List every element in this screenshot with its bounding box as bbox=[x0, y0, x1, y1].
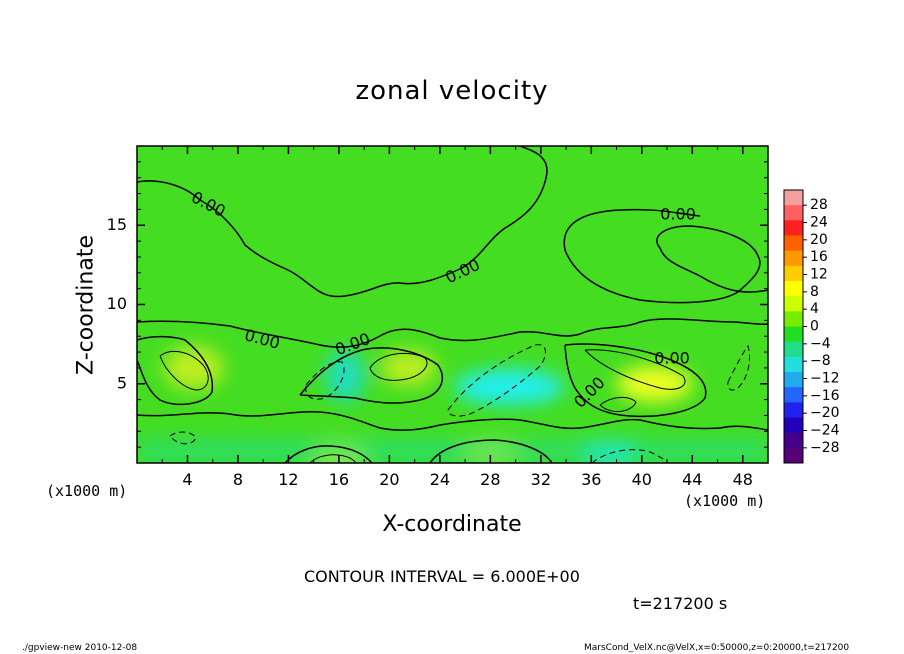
pos-contour-1 bbox=[159, 350, 209, 391]
neg-contour-1 bbox=[447, 344, 546, 417]
field-feature bbox=[454, 368, 565, 405]
contour-zero-right-lobe bbox=[563, 208, 768, 304]
contour-zero-mid bbox=[137, 318, 768, 348]
contour-zero-valley-left bbox=[137, 335, 214, 406]
colorbar-label: −16 bbox=[810, 388, 840, 404]
footer-right: MarsCond_VelX.nc@VelX,x=0:50000,z=0:2000… bbox=[584, 643, 850, 653]
colorbar-segment bbox=[784, 311, 803, 327]
pos-contour-4 bbox=[599, 397, 637, 413]
y-tick-label: 10 bbox=[107, 294, 127, 313]
contour-lines bbox=[137, 146, 768, 463]
colorbar-segment bbox=[784, 296, 803, 312]
colorbar-label: −24 bbox=[810, 423, 840, 439]
contour-zero-lower bbox=[137, 410, 768, 431]
colorbar-label: 8 bbox=[810, 284, 819, 300]
colorbar-segment bbox=[784, 281, 803, 297]
colorbar-segment bbox=[784, 326, 803, 343]
field-feature bbox=[616, 365, 693, 402]
chart-title: zonal velocity bbox=[355, 76, 549, 106]
colorbar-segment bbox=[784, 372, 803, 388]
contour-zero-valley-mid bbox=[299, 347, 443, 404]
contour-interval-text: CONTOUR INTERVAL = 6.000E+00 bbox=[304, 567, 580, 586]
x-tick-label: 8 bbox=[233, 470, 243, 489]
x-tick-label: 20 bbox=[379, 470, 399, 489]
colorbar-segment bbox=[784, 220, 803, 236]
colorbar-segment bbox=[784, 190, 803, 206]
x-tick-label: 44 bbox=[682, 470, 702, 489]
contour-zero-upper bbox=[137, 146, 548, 298]
pos-contour-2 bbox=[369, 352, 428, 381]
colorbar-segment bbox=[784, 205, 803, 221]
colorbar-label: 20 bbox=[810, 232, 828, 248]
footer-left: ./gpview-new 2010-12-08 bbox=[22, 643, 138, 653]
x-tick-label: 4 bbox=[182, 470, 192, 489]
x-tick-label: 12 bbox=[278, 470, 298, 489]
x-axis-label: X-coordinate bbox=[382, 512, 522, 537]
colorbar-segment bbox=[784, 265, 803, 282]
colorbar-segment bbox=[784, 387, 803, 403]
x-tick-label: 24 bbox=[430, 470, 450, 489]
colorbar-label: −8 bbox=[810, 353, 831, 369]
colorbar-segment bbox=[784, 235, 803, 252]
colorbar-label: 16 bbox=[810, 249, 828, 265]
colorbar-label: 4 bbox=[810, 301, 819, 317]
colorbar-segment bbox=[784, 447, 803, 464]
velocity-field bbox=[137, 146, 768, 463]
contour-zero-bottom bbox=[284, 445, 373, 463]
contour-zero-right bbox=[564, 343, 707, 418]
pos-contour-3 bbox=[584, 349, 686, 390]
field-feature bbox=[163, 345, 224, 390]
x-axis: 4 8 12 16 20 24 28 32 36 40 44 48 bbox=[161, 146, 753, 489]
field-surface-band bbox=[137, 439, 768, 463]
colorbar-segment bbox=[784, 402, 803, 418]
colorbar-segment bbox=[784, 417, 803, 434]
y-axis: 5 10 15 bbox=[107, 161, 768, 448]
field-background bbox=[137, 146, 768, 463]
colorbar-label: 12 bbox=[810, 267, 828, 283]
neg-contour-5 bbox=[727, 344, 751, 391]
x-unit-right: (x1000 m) bbox=[684, 492, 766, 510]
y-tick-label: 5 bbox=[117, 373, 127, 392]
x-tick-label: 48 bbox=[733, 470, 753, 489]
x-unit-left: (x1000 m) bbox=[46, 482, 128, 500]
neg-contour-2 bbox=[305, 361, 345, 400]
time-label: t=217200 s bbox=[633, 594, 728, 613]
x-tick-label: 28 bbox=[480, 470, 500, 489]
y-tick-label: 15 bbox=[107, 215, 127, 234]
colorbar-label: 24 bbox=[810, 215, 828, 231]
colorbar-label: 28 bbox=[810, 197, 828, 213]
colorbar-label: −28 bbox=[810, 440, 840, 456]
colorbar-label: −4 bbox=[810, 336, 831, 352]
y-axis-label: Z-coordinate bbox=[73, 235, 99, 375]
colorbar-segment bbox=[784, 432, 803, 449]
field-feature bbox=[380, 349, 437, 386]
colorbar-label: −20 bbox=[810, 405, 840, 421]
x-tick-label: 40 bbox=[632, 470, 652, 489]
colorbar-segment bbox=[784, 341, 803, 358]
contour-label: 0.00 bbox=[660, 205, 696, 224]
colorbar-label: −12 bbox=[810, 371, 840, 387]
colorbar-segment bbox=[784, 356, 803, 373]
colorbar-label: 0 bbox=[810, 319, 819, 335]
contour-zero-bottom2 bbox=[429, 439, 553, 463]
x-tick-label: 16 bbox=[329, 470, 349, 489]
colorbar-segment bbox=[784, 250, 803, 267]
x-tick-label: 32 bbox=[531, 470, 551, 489]
x-tick-label: 36 bbox=[581, 470, 601, 489]
contour-label: 0.00 bbox=[654, 349, 690, 368]
